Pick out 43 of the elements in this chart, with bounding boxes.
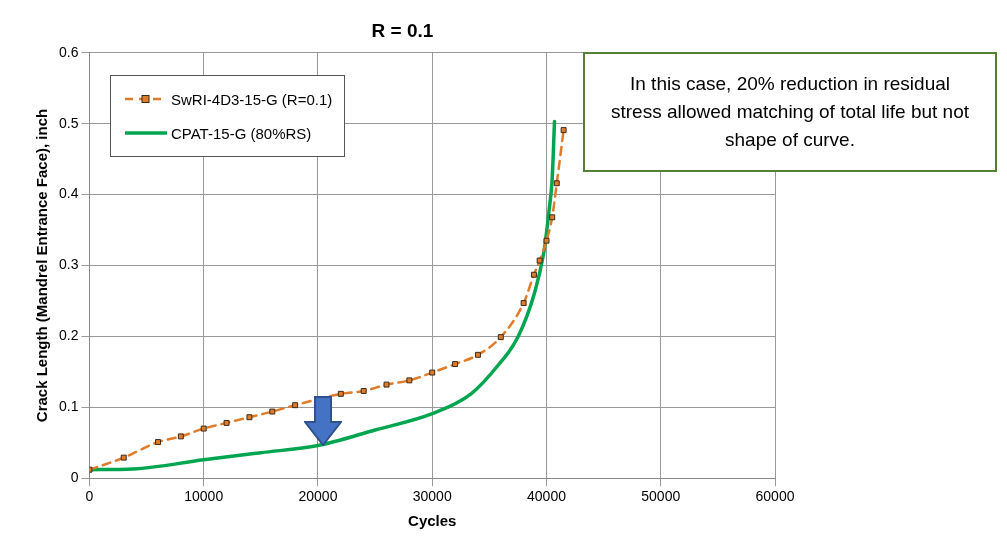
point	[536, 257, 543, 264]
point	[452, 361, 459, 368]
point	[120, 454, 127, 461]
point	[177, 433, 184, 440]
point	[497, 334, 504, 341]
point	[553, 180, 560, 187]
point	[223, 419, 230, 426]
point	[520, 300, 527, 307]
x-tick-label: 10000	[184, 488, 224, 505]
legend-label: CPAT-15-G (80%RS)	[171, 124, 312, 142]
point	[292, 402, 299, 409]
point	[246, 414, 253, 421]
x-tick-label: 60000	[755, 488, 795, 505]
point	[269, 408, 276, 415]
y-tick-label: 0.3	[58, 256, 79, 273]
x-tick-label: 40000	[527, 488, 567, 505]
point	[474, 351, 481, 358]
point	[155, 439, 161, 446]
y-tick-label: 0.6	[58, 43, 79, 60]
y-tick-label: 0.5	[58, 114, 79, 131]
x-tick-label: 50000	[641, 488, 681, 505]
point	[200, 425, 207, 432]
point	[549, 214, 556, 221]
y-tick-label: 0.1	[58, 398, 79, 415]
point	[429, 369, 436, 376]
legend-label: SwRI-4D3-15-G (R=0.1)	[171, 90, 333, 108]
y-tick-label: 0.4	[58, 185, 79, 202]
point	[543, 237, 550, 244]
point	[406, 377, 413, 384]
annotation: In this case, 20% reduction in residual stress allowed matching of total life but not shape of curve.	[583, 52, 997, 172]
y-tick-label: 0	[70, 469, 79, 486]
y-axis-title: Crack Length (Mandrel Entrance Face), inch	[33, 108, 51, 423]
x-tick-label: 0	[85, 488, 94, 505]
chart-title: R = 0.1	[371, 19, 434, 41]
point	[383, 381, 390, 388]
point	[337, 390, 344, 397]
point	[530, 271, 537, 278]
x-tick-label: 30000	[412, 488, 452, 505]
point	[560, 127, 567, 134]
point	[360, 388, 367, 394]
x-tick-label: 20000	[298, 488, 338, 505]
y-tick-label: 0.2	[58, 327, 79, 344]
x-axis-title: Cycles	[408, 512, 457, 530]
